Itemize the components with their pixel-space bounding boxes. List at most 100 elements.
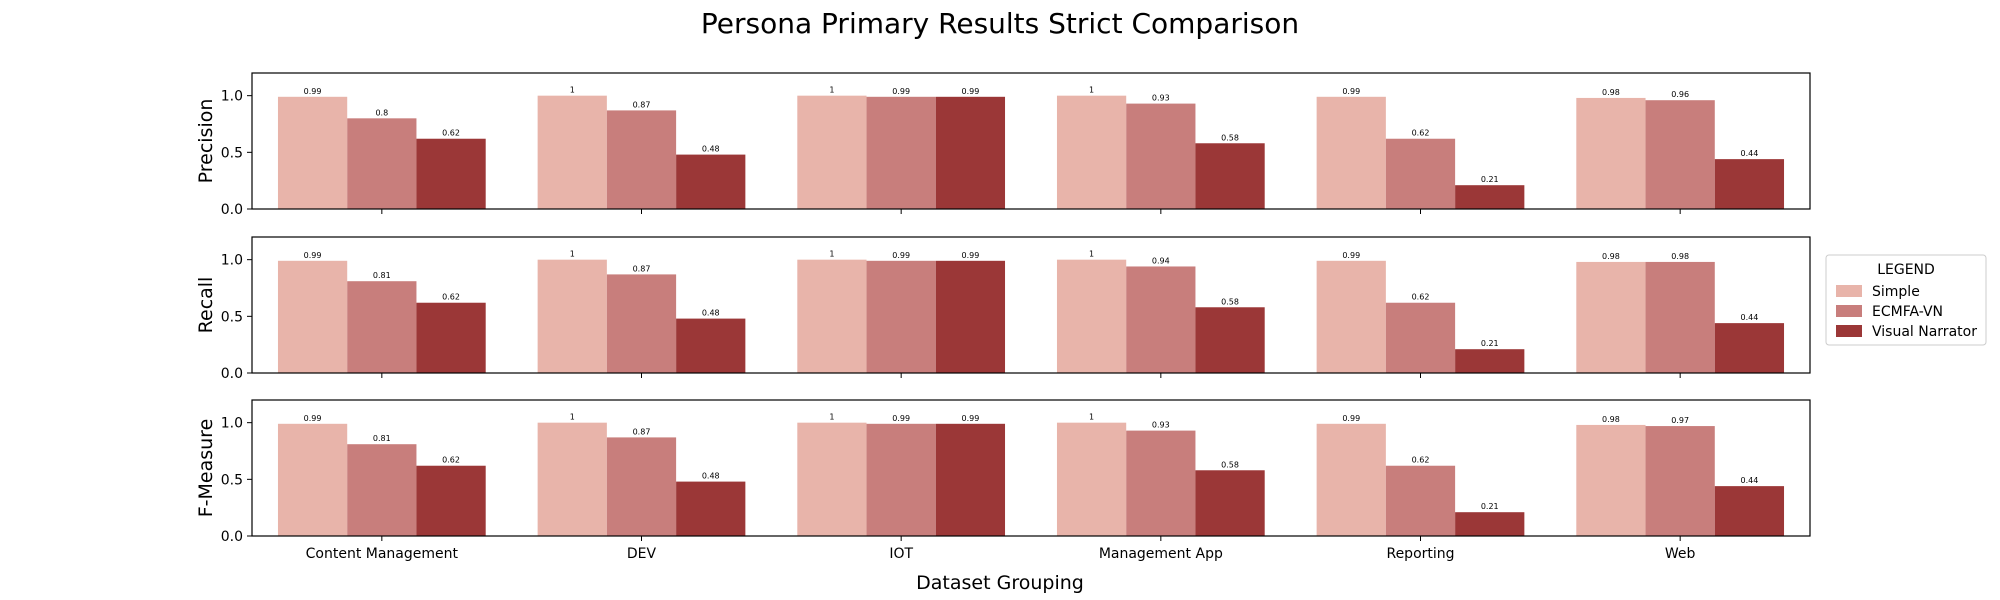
x-tick-label: Reporting: [1386, 546, 1454, 562]
bar-value-label: 1: [829, 86, 834, 95]
bar-value-label: 1: [570, 413, 575, 422]
bar-f-measure-web-ecmfa-vn: [1645, 426, 1715, 536]
bar-value-label: 0.99: [892, 87, 910, 96]
bar-value-label: 0.58: [1221, 460, 1239, 469]
y-tick-label: 1.0: [221, 89, 243, 105]
bar-precision-reporting-ecmfa-vn: [1385, 138, 1456, 209]
y-tick-label: 0.0: [221, 529, 243, 545]
y-tick-label: 1.0: [221, 416, 243, 432]
x-tick-label: Management App: [1099, 546, 1223, 562]
bar-precision-reporting-simple: [1316, 96, 1386, 209]
bar-recall-iot-simple: [797, 259, 867, 373]
bar-value-label: 0.87: [633, 264, 651, 273]
bar-value-label: 0.8: [375, 108, 388, 117]
x-axis-label: Dataset Grouping: [916, 572, 1084, 594]
bar-precision-content-management-ecmfa-vn: [347, 118, 417, 209]
bar-f-measure-content-management-visual-narrator: [416, 465, 486, 536]
bar-value-label: 1: [570, 250, 575, 259]
bar-precision-management-app-ecmfa-vn: [1126, 103, 1196, 209]
bar-value-label: 1: [829, 413, 834, 422]
bar-value-label: 0.81: [373, 271, 391, 280]
bar-f-measure-management-app-visual-narrator: [1195, 470, 1265, 536]
bar-f-measure-reporting-visual-narrator: [1455, 512, 1525, 536]
panel-recall: 0.99 1 1 1 0.99 0.98 0.81 0.87 0.99 0.94 0.62 0.98 0…: [195, 236, 1811, 382]
bar-value-label: 0.62: [442, 293, 460, 302]
bar-precision-iot-simple: [797, 95, 867, 209]
bar-value-label: 0.93: [1152, 94, 1170, 103]
bar-recall-content-management-visual-narrator: [416, 302, 486, 373]
bar-value-label: 0.87: [633, 100, 651, 109]
bar-value-label: 0.96: [1671, 90, 1689, 99]
bar-recall-web-ecmfa-vn: [1645, 261, 1715, 373]
bar-value-label: 0.98: [1602, 252, 1620, 261]
bar-f-measure-dev-simple: [537, 422, 607, 536]
bar-value-label: 0.99: [962, 251, 980, 260]
bar-precision-web-visual-narrator: [1714, 159, 1785, 209]
bar-precision-web-simple: [1576, 97, 1646, 209]
y-tick-label: 0.5: [221, 472, 243, 488]
legend-title: LEGEND: [1877, 262, 1935, 278]
bar-recall-content-management-simple: [277, 260, 348, 373]
bar-recall-web-visual-narrator: [1714, 323, 1785, 373]
bar-recall-dev-visual-narrator: [676, 318, 746, 373]
bar-recall-reporting-simple: [1316, 260, 1386, 373]
bar-value-label: 1: [1089, 250, 1094, 259]
bar-value-label: 1: [1089, 86, 1094, 95]
legend-label-visual-narrator: Visual Narrator: [1872, 324, 1977, 340]
legend-swatch-simple: [1836, 285, 1862, 297]
bar-f-measure-dev-ecmfa-vn: [606, 437, 677, 536]
plot-frame: [251, 236, 1811, 374]
bar-value-label: 0.48: [702, 472, 720, 481]
bar-precision-dev-simple: [537, 95, 607, 209]
bar-value-label: 0.48: [702, 145, 720, 154]
x-tick-label: DEV: [627, 546, 657, 562]
bar-value-label: 0.62: [442, 456, 460, 465]
y-axis-label: Precision: [195, 99, 217, 184]
bar-value-label: 0.62: [1412, 129, 1430, 138]
bar-value-label: 0.99: [892, 251, 910, 260]
bar-value-label: 1: [570, 86, 575, 95]
bar-f-measure-iot-visual-narrator: [935, 423, 1006, 536]
bar-value-label: 0.98: [1602, 88, 1620, 97]
bar-recall-reporting-ecmfa-vn: [1385, 302, 1456, 373]
x-tick-label: Content Management: [306, 546, 459, 562]
bar-value-label: 0.62: [442, 129, 460, 138]
bar-recall-web-simple: [1576, 261, 1646, 373]
bar-f-measure-web-visual-narrator: [1714, 486, 1785, 536]
bar-f-measure-management-app-simple: [1056, 422, 1127, 536]
bar-recall-management-app-simple: [1056, 259, 1127, 373]
bar-value-label: 1: [829, 250, 834, 259]
y-tick-label: 0.0: [221, 366, 243, 382]
bar-precision-content-management-visual-narrator: [416, 138, 486, 209]
bar-precision-management-app-simple: [1056, 95, 1127, 209]
panel-precision: 0.99 1 1 1 0.99 0.98 0.8 0.87 0.99 0.93 0.62 0.96 0.…: [195, 72, 1811, 218]
bar-value-label: 0.58: [1221, 133, 1239, 142]
bar-recall-dev-ecmfa-vn: [606, 274, 677, 373]
legend: LEGEND Simple ECMFA-VN Visual Narrator: [1825, 254, 1987, 346]
legend-swatch-visual-narrator: [1836, 325, 1862, 337]
legend-frame: [1825, 254, 1987, 346]
bar-value-label: 0.44: [1741, 313, 1759, 322]
bar-recall-dev-simple: [537, 259, 607, 373]
y-tick-label: 1.0: [221, 253, 243, 269]
bar-f-measure-iot-ecmfa-vn: [866, 423, 936, 536]
bar-precision-reporting-visual-narrator: [1455, 185, 1525, 209]
y-tick-label: 0.5: [221, 145, 243, 161]
bar-value-label: 0.21: [1481, 175, 1499, 184]
bar-value-label: 0.44: [1741, 149, 1759, 158]
bar-value-label: 1: [1089, 413, 1094, 422]
bar-recall-content-management-ecmfa-vn: [347, 281, 417, 373]
bar-precision-content-management-simple: [277, 96, 348, 209]
bar-value-label: 0.58: [1221, 297, 1239, 306]
bar-value-label: 0.62: [1412, 456, 1430, 465]
x-tick-label: IOT: [889, 546, 913, 562]
y-tick-label: 0.0: [221, 202, 243, 218]
chart-title: Persona Primary Results Strict Compariso…: [701, 7, 1299, 40]
y-axis-label: F-Measure: [195, 419, 217, 518]
bar-value-label: 0.94: [1152, 256, 1170, 265]
bar-value-label: 0.99: [304, 251, 322, 260]
bar-value-label: 0.81: [373, 434, 391, 443]
bar-value-label: 0.99: [1342, 251, 1360, 260]
legend-label-simple: Simple: [1872, 284, 1920, 300]
